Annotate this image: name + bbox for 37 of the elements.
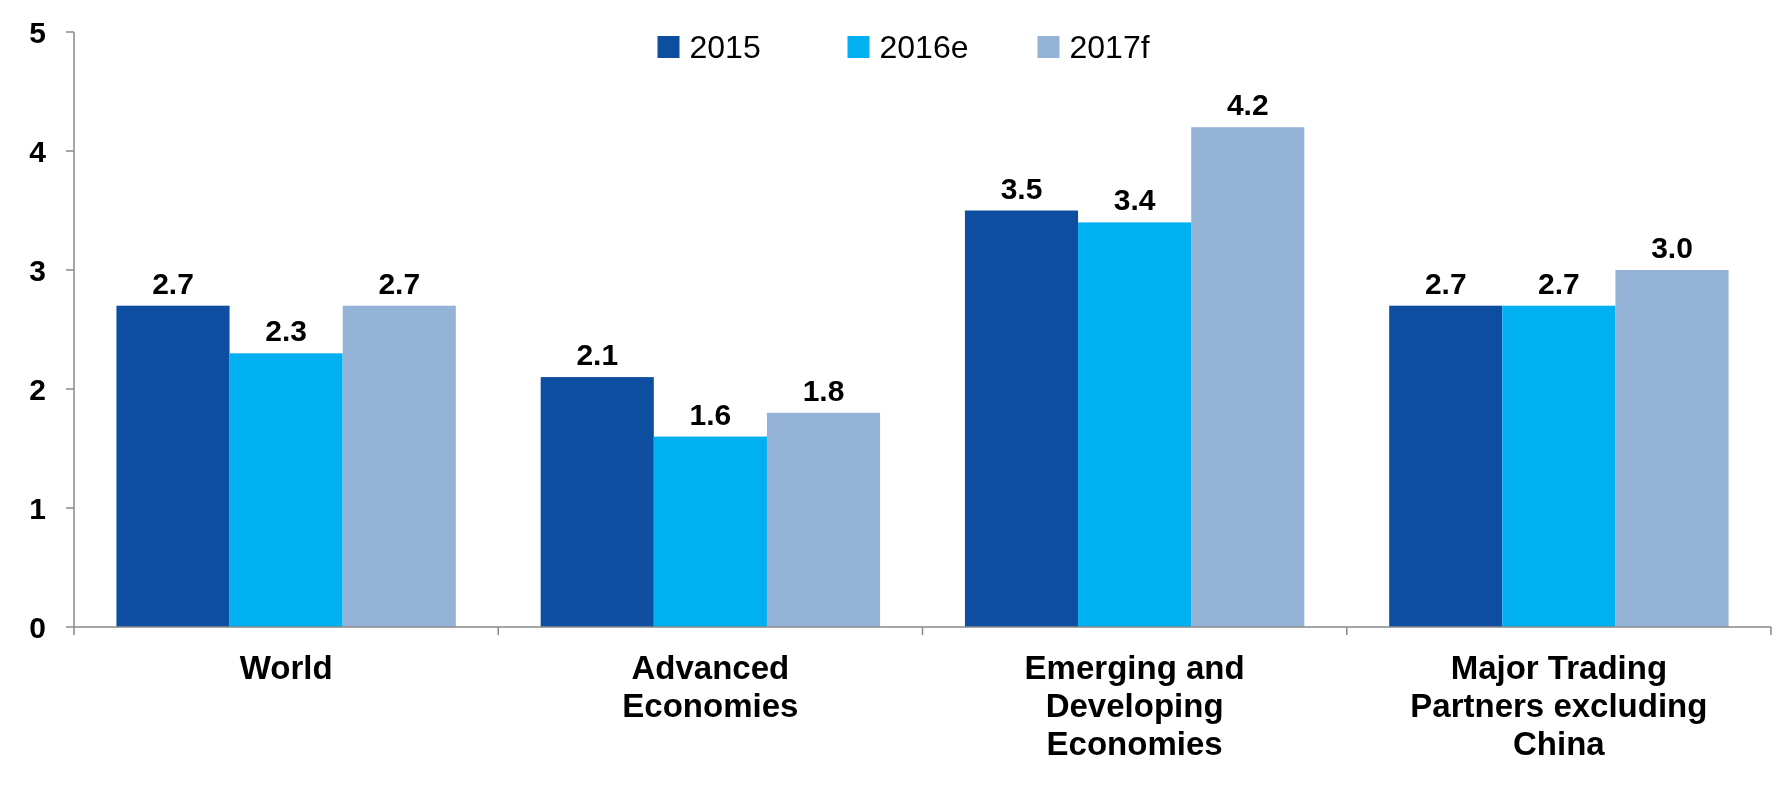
legend-label: 2016e: [879, 29, 969, 66]
data-label: 1.8: [802, 373, 845, 407]
bar: [653, 436, 767, 627]
data-label: 3.0: [1651, 231, 1693, 264]
bar: [964, 210, 1079, 627]
x-tick-label: Major Trading Partners excluding China: [1410, 649, 1708, 762]
bar: [229, 353, 343, 627]
y-tick-label: 2: [29, 372, 46, 406]
x-tick-label: Advanced Economies: [622, 649, 799, 724]
bar: [1191, 127, 1305, 627]
bar: [116, 305, 230, 627]
legend-label: 2015: [689, 29, 761, 66]
y-tick-label: 4: [29, 134, 47, 168]
data-label: 2.7: [152, 266, 194, 300]
bar: [1078, 222, 1192, 627]
y-tick-label: 3: [29, 253, 46, 287]
y-tick-label: 0: [29, 610, 46, 644]
bar: [1502, 305, 1616, 627]
bar: [342, 305, 456, 627]
x-tick-label: World: [239, 649, 333, 686]
x-tick-label: Emerging and Developing Economies: [1024, 649, 1245, 762]
data-label: 3.5: [1000, 171, 1043, 205]
legend-label: 2017f: [1069, 29, 1150, 66]
data-label: 2.7: [1538, 266, 1580, 300]
y-tick-label: 1: [29, 491, 46, 525]
bar: [540, 377, 654, 627]
bar: [766, 412, 881, 627]
data-label: 1.6: [689, 397, 732, 431]
bar: [1615, 270, 1729, 627]
bar: [1389, 305, 1503, 627]
data-label: 2.3: [265, 314, 307, 348]
data-label: 2.7: [378, 266, 421, 300]
y-tick-label: 5: [29, 15, 46, 49]
data-label: 3.4: [1113, 183, 1156, 217]
data-label: 2.1: [576, 338, 619, 372]
data-label: 2.7: [1424, 266, 1467, 300]
data-label: 4.2: [1226, 88, 1269, 122]
